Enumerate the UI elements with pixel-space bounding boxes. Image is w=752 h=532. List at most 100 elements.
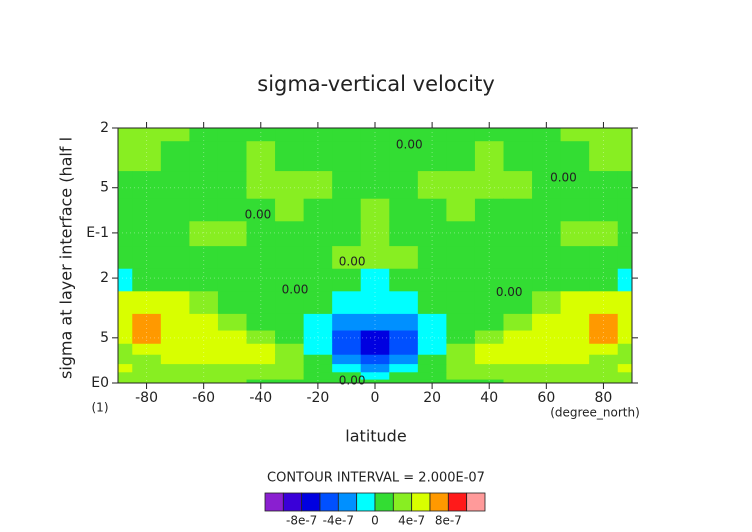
field-cell	[160, 268, 190, 292]
colorbar-box	[301, 492, 321, 512]
field-cell	[589, 268, 619, 292]
field-cell	[275, 268, 305, 292]
field-cell	[189, 291, 219, 315]
y-tick-label: E-1	[86, 225, 109, 241]
field-cell	[189, 198, 219, 222]
field-cell	[275, 291, 305, 315]
field-cell	[275, 313, 305, 332]
field-cell	[360, 364, 390, 373]
field-cell	[189, 364, 219, 373]
field-cell	[160, 128, 190, 142]
field-cell	[118, 291, 133, 315]
field-cell	[589, 330, 619, 345]
field-cell	[132, 364, 162, 373]
field-cell	[532, 291, 562, 315]
field-cell	[332, 268, 362, 292]
field-cell	[275, 372, 305, 381]
field-cell	[160, 313, 190, 332]
field-cell	[589, 198, 619, 222]
field-cell	[160, 141, 190, 172]
field-cell	[417, 291, 447, 315]
field-cell	[417, 372, 447, 381]
field-cell	[503, 330, 533, 345]
field-cell	[160, 354, 190, 365]
field-cell	[417, 128, 447, 142]
field-cell	[417, 268, 447, 292]
chart-title: sigma-vertical velocity	[257, 72, 495, 96]
colorbar-box	[282, 492, 303, 512]
field-cell	[160, 364, 190, 373]
field-cell	[246, 268, 276, 292]
field-cell	[217, 291, 247, 315]
field-cell	[303, 141, 333, 172]
field-cell	[417, 379, 447, 384]
field-cell	[589, 291, 619, 315]
field-cell	[474, 291, 504, 315]
field-cell	[560, 221, 590, 247]
field-cell	[532, 268, 562, 292]
field-cell	[617, 330, 633, 345]
field-cell	[446, 221, 476, 247]
field-cell	[118, 313, 133, 332]
field-cell	[332, 246, 362, 270]
field-cell	[189, 343, 219, 356]
contour-label: 0.00	[339, 254, 366, 268]
field-cell	[118, 171, 133, 200]
field-cell	[189, 379, 219, 384]
field-cell	[446, 268, 476, 292]
field-cell	[118, 372, 133, 381]
field-cell	[246, 330, 276, 345]
field-cell	[332, 198, 362, 222]
field-cell	[560, 141, 590, 172]
field-cell	[589, 246, 619, 270]
field-cell	[389, 313, 419, 332]
field-cell	[303, 171, 333, 200]
field-cell	[474, 343, 504, 356]
field-cell	[246, 343, 276, 356]
field-cell	[360, 372, 390, 381]
field-cell	[446, 354, 476, 365]
colorbar-tick-label: 8e-7	[435, 514, 462, 528]
field-cell	[532, 372, 562, 381]
field-cell	[503, 221, 533, 247]
x-tick-label: 60	[537, 390, 555, 406]
field-cell	[217, 128, 247, 142]
field-cell	[560, 313, 590, 332]
field-cell	[446, 372, 476, 381]
contour-label: 0.00	[245, 208, 272, 222]
x-tick-label: -20	[306, 390, 329, 406]
field-cell	[160, 171, 190, 200]
colorbar-box	[356, 492, 376, 512]
field-cell	[217, 171, 247, 200]
field-cell	[332, 221, 362, 247]
y-tick-label: 5	[100, 180, 109, 196]
field-cell	[446, 364, 476, 373]
colorbar-box	[466, 492, 486, 512]
contour-interval: CONTOUR INTERVAL = 2.000E-07	[267, 471, 485, 486]
field-cell	[160, 291, 190, 315]
field-cell	[189, 141, 219, 172]
field-cell	[532, 141, 562, 172]
field-cell	[503, 246, 533, 270]
field-cell	[532, 198, 562, 222]
colorbar-box	[264, 492, 284, 512]
field-cell	[617, 372, 633, 381]
field-cell	[246, 354, 276, 365]
field-cell	[617, 379, 633, 384]
field-cell	[617, 313, 633, 332]
field-cell	[532, 221, 562, 247]
field-cell	[474, 128, 504, 142]
colorbar-box	[429, 492, 449, 512]
field-cell	[217, 372, 247, 381]
field-cell	[246, 364, 276, 373]
field-cell	[360, 354, 390, 365]
field-cell	[617, 171, 633, 200]
field-cell	[275, 171, 305, 200]
field-cell	[246, 221, 276, 247]
field-cell	[617, 221, 633, 247]
field	[118, 128, 633, 384]
field-cell	[503, 128, 533, 142]
field-cell	[275, 221, 305, 247]
field-cell	[389, 171, 419, 200]
x-tick-label: 20	[423, 390, 441, 406]
